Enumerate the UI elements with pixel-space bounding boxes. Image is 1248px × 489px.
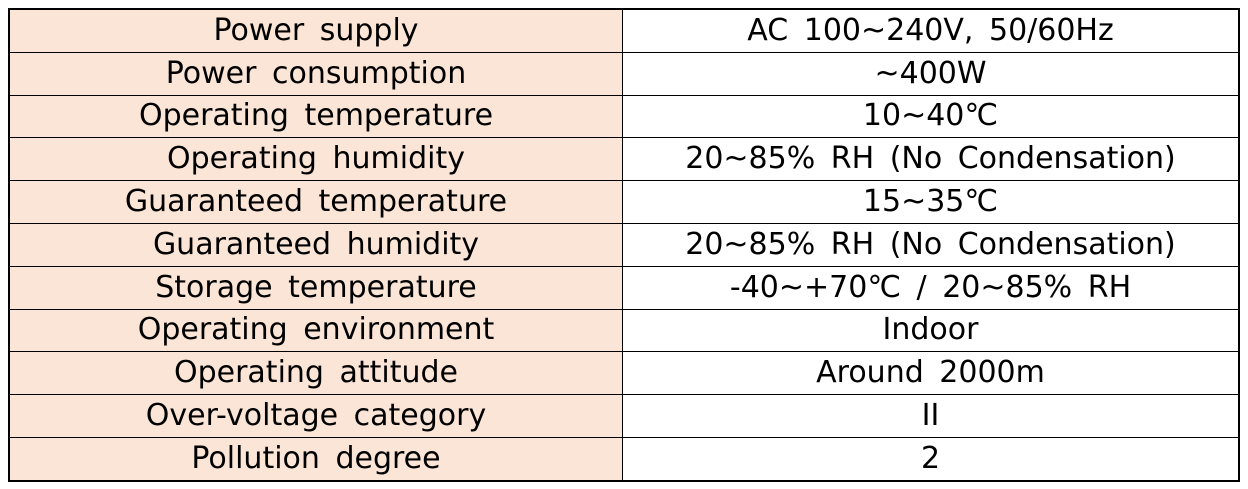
table-row: Operating environment Indoor	[8, 308, 1240, 353]
spec-value: AC 100~240V, 50/60Hz	[622, 7, 1240, 53]
spec-value: 10~40℃	[622, 94, 1240, 139]
table-row: Pollution degree 2	[8, 436, 1240, 482]
spec-value: II	[622, 394, 1240, 438]
table-row: Power supply AC 100~240V, 50/60Hz	[8, 7, 1240, 53]
spec-label: Over-voltage category	[8, 394, 623, 438]
spec-value: 20~85% RH (No Condensation)	[622, 222, 1240, 267]
table-row: Guaranteed temperature 15~35℃	[8, 180, 1240, 224]
spec-label: Operating temperature	[8, 94, 623, 139]
spec-value: 2	[622, 436, 1240, 482]
spec-label: Power supply	[8, 7, 623, 53]
spec-value: Around 2000m	[622, 351, 1240, 396]
table-row: Operating attitude Around 2000m	[8, 351, 1240, 396]
table-row: Operating humidity 20~85% RH (No Condens…	[8, 137, 1240, 182]
table-row: Operating temperature 10~40℃	[8, 94, 1240, 139]
spec-label: Operating humidity	[8, 137, 623, 182]
spec-label: Operating attitude	[8, 351, 623, 396]
spec-label: Pollution degree	[8, 436, 623, 482]
table-row: Power consumption ~400W	[8, 51, 1240, 96]
spec-value: 15~35℃	[622, 180, 1240, 224]
spec-label: Guaranteed humidity	[8, 222, 623, 267]
spec-label: Storage temperature	[8, 265, 623, 310]
specifications-table: Power supply AC 100~240V, 50/60Hz Power …	[8, 7, 1240, 482]
spec-value: ~400W	[622, 51, 1240, 96]
spec-value: 20~85% RH (No Condensation)	[622, 137, 1240, 182]
spec-value: Indoor	[622, 308, 1240, 353]
table-row: Over-voltage category II	[8, 394, 1240, 438]
spec-label: Power consumption	[8, 51, 623, 96]
spec-label: Guaranteed temperature	[8, 180, 623, 224]
table-row: Storage temperature -40~+70℃ / 20~85% RH	[8, 265, 1240, 310]
spec-value: -40~+70℃ / 20~85% RH	[622, 265, 1240, 310]
spec-label: Operating environment	[8, 308, 623, 353]
table-row: Guaranteed humidity 20~85% RH (No Conden…	[8, 222, 1240, 267]
